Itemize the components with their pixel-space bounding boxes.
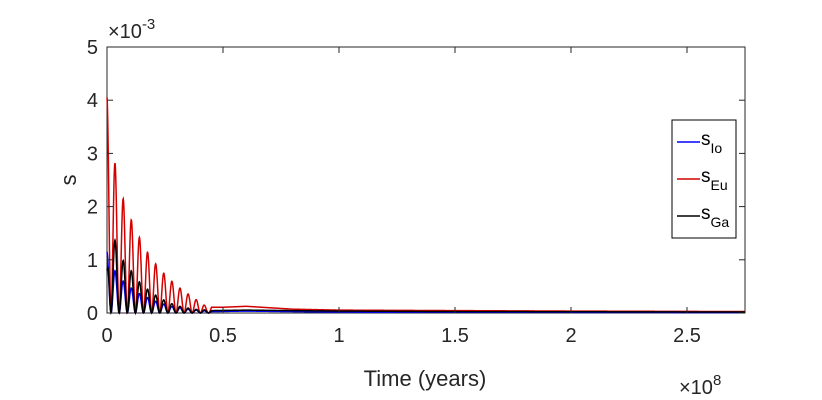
y-tick-label: 0	[87, 303, 98, 325]
y-multiplier-exp: -3	[142, 16, 155, 33]
x-tick-label: 2	[565, 325, 576, 347]
legend-entry-io: sIo	[701, 129, 722, 156]
y-tick-label: 5	[87, 37, 98, 59]
y-tick-label: 4	[87, 90, 98, 112]
x-axis-title: Time (years)	[364, 366, 487, 391]
plot-area	[106, 46, 746, 314]
y-multiplier: ×10-3	[108, 16, 155, 43]
y-axis-title: s	[56, 175, 81, 186]
legend-entry-ga: sGa	[701, 203, 729, 230]
series-line-ga	[106, 237, 745, 315]
plot-frame	[106, 46, 746, 314]
y-tick-label: 1	[87, 250, 98, 272]
series-layer	[106, 97, 745, 316]
x-tick-label: 1.5	[441, 325, 469, 347]
x-multiplier: ×108	[679, 372, 721, 399]
x-tick-label: 2.5	[673, 325, 701, 347]
legend: sIo sEu sGa	[671, 119, 737, 239]
x-tick-label: 0.5	[209, 325, 237, 347]
x-multiplier-exp: 8	[713, 372, 721, 389]
x-multiplier-base: ×10	[679, 377, 713, 399]
x-tick-label: 0	[101, 325, 112, 347]
y-tick-label: 2	[87, 197, 98, 219]
x-tick-label: 1	[333, 325, 344, 347]
legend-entry-eu: sEu	[701, 166, 728, 193]
y-multiplier-base: ×10	[108, 21, 142, 43]
axes-layer: 0 0.5 1 1.5 2 2.5 0 1 2 3 4 5	[87, 37, 745, 347]
y-tick-label: 3	[87, 143, 98, 165]
